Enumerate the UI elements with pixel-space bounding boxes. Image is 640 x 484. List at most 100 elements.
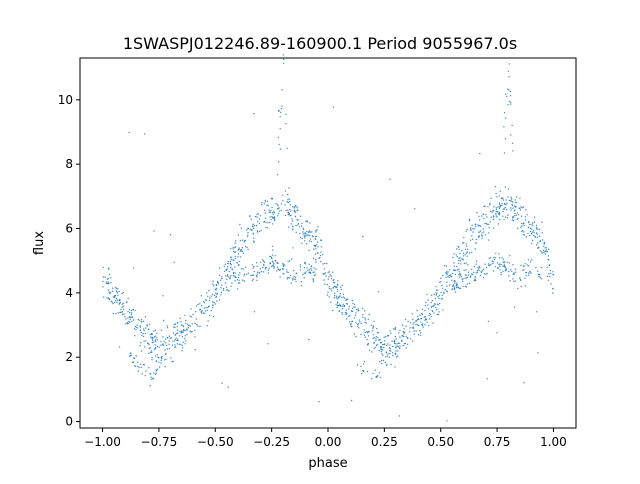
data-point <box>152 341 154 343</box>
data-point <box>512 219 515 222</box>
data-point <box>240 249 243 251</box>
data-point <box>128 131 130 134</box>
data-point <box>482 213 484 216</box>
data-point <box>154 340 157 343</box>
data-point <box>235 240 237 242</box>
data-point <box>287 260 289 263</box>
data-point <box>549 269 552 272</box>
data-point <box>157 368 159 370</box>
data-point <box>334 295 336 297</box>
data-point <box>244 239 246 242</box>
data-point <box>320 239 322 241</box>
data-point <box>386 355 388 357</box>
data-point <box>336 283 339 285</box>
data-point <box>192 313 194 316</box>
data-point <box>375 339 377 342</box>
data-point <box>420 321 422 323</box>
data-point <box>412 326 414 328</box>
data-point <box>208 305 210 307</box>
data-point <box>498 264 500 266</box>
data-point <box>398 332 400 334</box>
data-point <box>234 251 236 253</box>
data-point <box>473 228 475 230</box>
data-point <box>445 265 448 267</box>
data-point <box>274 259 277 262</box>
data-point <box>127 317 129 319</box>
data-point <box>161 357 163 360</box>
data-point <box>131 361 134 364</box>
data-point <box>279 116 281 118</box>
data-point <box>109 292 111 295</box>
data-point <box>282 200 284 202</box>
data-point <box>344 297 346 299</box>
data-point <box>511 124 513 127</box>
data-point <box>227 386 229 388</box>
data-point <box>468 219 471 222</box>
data-point <box>415 320 418 322</box>
data-point <box>278 161 280 163</box>
data-point <box>436 313 438 316</box>
data-point <box>229 278 231 280</box>
data-point <box>306 267 308 269</box>
data-point <box>341 296 343 299</box>
data-point <box>537 270 539 272</box>
data-point <box>256 279 258 281</box>
data-point <box>499 269 501 271</box>
data-point <box>212 304 214 306</box>
data-point <box>168 343 170 345</box>
data-point <box>446 274 448 276</box>
data-point <box>164 366 166 368</box>
data-point <box>313 271 315 273</box>
data-point <box>184 329 186 332</box>
data-point <box>161 355 163 358</box>
data-point <box>210 295 212 297</box>
data-point <box>163 340 165 343</box>
data-point <box>256 262 258 264</box>
data-point <box>418 318 420 321</box>
data-point <box>158 366 161 368</box>
data-point <box>514 205 516 207</box>
data-point <box>379 338 381 341</box>
data-point <box>336 295 338 297</box>
data-point <box>460 263 462 265</box>
data-point <box>136 324 138 326</box>
data-point <box>276 262 279 264</box>
data-point <box>393 342 396 344</box>
data-point <box>271 254 274 256</box>
data-point <box>132 319 135 321</box>
data-point <box>242 268 245 270</box>
data-point <box>286 147 288 149</box>
data-point <box>303 267 305 269</box>
data-point <box>253 112 255 115</box>
data-point <box>223 265 225 268</box>
data-point <box>310 240 312 243</box>
data-point <box>216 300 218 302</box>
data-point <box>437 289 439 291</box>
data-point <box>302 227 304 229</box>
data-point <box>515 214 518 216</box>
data-point <box>217 283 220 285</box>
data-point <box>496 332 498 334</box>
data-point <box>336 298 338 300</box>
data-point <box>353 303 356 306</box>
data-point <box>142 332 144 335</box>
data-point <box>176 339 178 342</box>
data-point <box>463 262 466 265</box>
data-point <box>541 232 543 234</box>
data-point <box>290 223 292 225</box>
data-point <box>226 274 229 276</box>
data-point <box>293 275 295 278</box>
data-point <box>305 234 307 236</box>
data-point <box>470 228 472 230</box>
data-point <box>236 279 239 281</box>
data-point <box>182 331 184 333</box>
data-point <box>362 370 365 373</box>
data-point <box>313 248 315 250</box>
data-point <box>429 313 432 315</box>
data-point <box>252 278 254 280</box>
data-point <box>530 232 533 235</box>
data-point <box>163 319 165 322</box>
data-point <box>257 213 260 215</box>
data-point <box>160 344 162 346</box>
data-point <box>381 353 383 355</box>
